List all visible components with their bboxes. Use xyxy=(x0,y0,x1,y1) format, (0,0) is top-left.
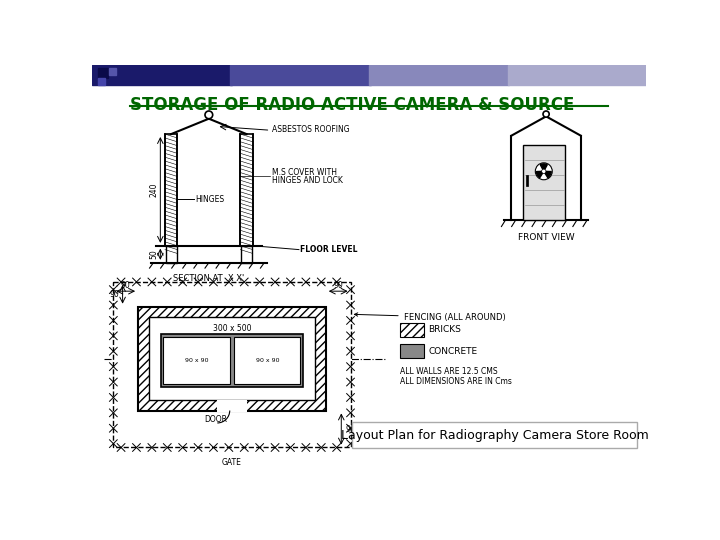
Text: FLOOR LEVEL: FLOOR LEVEL xyxy=(300,245,358,254)
Text: HINGES: HINGES xyxy=(196,195,225,204)
Bar xyxy=(400,345,425,358)
Text: ALL WALLS ARE 12.5 CMS: ALL WALLS ARE 12.5 CMS xyxy=(400,367,498,376)
Polygon shape xyxy=(536,171,544,178)
Text: HINGES AND LOCK: HINGES AND LOCK xyxy=(272,176,343,185)
Bar xyxy=(369,65,509,85)
Text: 90: 90 xyxy=(333,281,343,289)
Bar xyxy=(98,78,105,85)
Bar xyxy=(523,145,565,220)
Bar xyxy=(352,422,637,448)
Circle shape xyxy=(205,111,212,119)
Text: STORAGE OF RADIO ACTIVE CAMERA & SOURCE: STORAGE OF RADIO ACTIVE CAMERA & SOURCE xyxy=(130,96,575,113)
Bar xyxy=(98,68,108,78)
Bar xyxy=(230,65,371,85)
Text: 50: 50 xyxy=(150,249,159,259)
Text: SECTION AT  X X': SECTION AT X X' xyxy=(174,274,245,284)
Text: 240: 240 xyxy=(150,183,159,197)
Polygon shape xyxy=(544,171,552,178)
Bar xyxy=(165,134,177,246)
Bar xyxy=(92,65,232,85)
Polygon shape xyxy=(540,164,547,171)
Bar xyxy=(241,246,252,262)
Bar xyxy=(138,307,326,410)
Bar xyxy=(234,336,300,384)
Text: DOOR: DOOR xyxy=(204,415,228,424)
Text: M.S COVER WITH: M.S COVER WITH xyxy=(272,168,337,177)
Text: GATE: GATE xyxy=(222,458,242,467)
Text: 300 x 500: 300 x 500 xyxy=(212,323,251,333)
Bar xyxy=(217,400,246,412)
Bar xyxy=(109,68,116,75)
Bar xyxy=(526,175,528,186)
Bar xyxy=(161,334,303,387)
Bar xyxy=(508,65,648,85)
Text: 90: 90 xyxy=(109,290,120,299)
Circle shape xyxy=(535,163,552,180)
Text: ALL DIMENSIONS ARE IN Cms: ALL DIMENSIONS ARE IN Cms xyxy=(400,377,512,386)
Bar xyxy=(166,246,176,262)
Bar xyxy=(240,134,253,246)
Circle shape xyxy=(543,111,549,117)
Text: 90 x 90: 90 x 90 xyxy=(256,358,279,363)
Text: 90: 90 xyxy=(121,281,130,289)
Text: 90 x 90: 90 x 90 xyxy=(185,358,208,363)
Text: ASBESTOS ROOFING: ASBESTOS ROOFING xyxy=(272,125,350,134)
Bar xyxy=(149,318,315,400)
Text: FENCING (ALL AROUND): FENCING (ALL AROUND) xyxy=(354,313,505,322)
Text: Layout Plan for Radiography Camera Store Room: Layout Plan for Radiography Camera Store… xyxy=(341,429,649,442)
Text: BRICKS: BRICKS xyxy=(428,325,462,334)
Text: CONCRETE: CONCRETE xyxy=(428,347,477,356)
Bar xyxy=(163,336,230,384)
Bar xyxy=(400,323,425,336)
Text: FRONT VIEW: FRONT VIEW xyxy=(518,233,575,242)
Bar xyxy=(138,307,326,410)
Bar xyxy=(113,282,351,448)
Text: 90: 90 xyxy=(346,424,356,434)
Circle shape xyxy=(541,169,546,173)
